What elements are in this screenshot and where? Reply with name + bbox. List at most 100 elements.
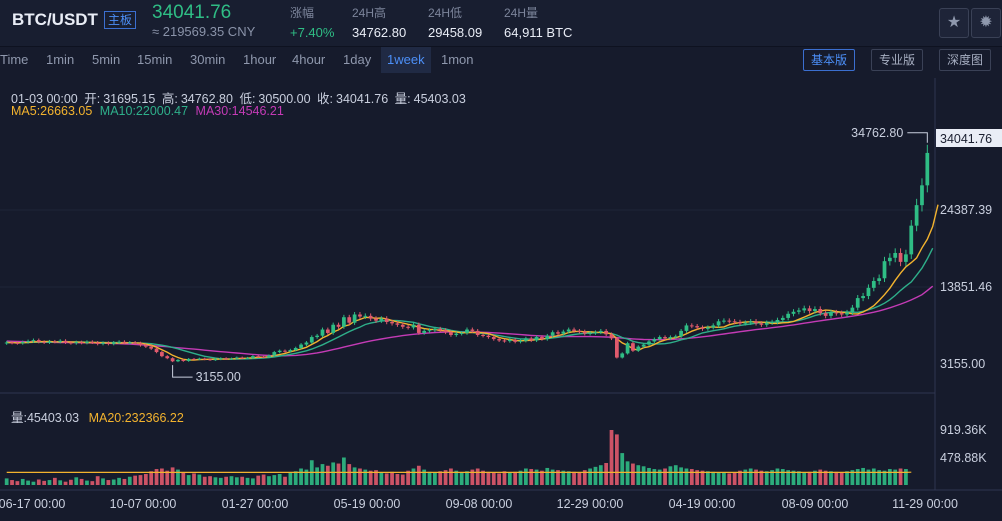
candle-body [315,335,320,338]
volume-bar [887,469,892,485]
candle-body [689,325,694,327]
ma30-value: MA30:14546.21 [195,104,284,118]
candle-body [550,332,555,336]
timeframe-30min[interactable]: 30min [190,52,226,67]
timeframe-time[interactable]: Time [0,52,29,67]
volume-bar [165,470,170,485]
candle-body [101,342,105,344]
volume-bar [133,475,138,485]
volume-bar [422,469,427,485]
candle-body [69,342,73,344]
candle-body [438,328,443,331]
candle-body [540,337,544,340]
view-depth-button[interactable]: 深度图 [939,49,992,71]
candle-body [620,353,625,358]
volume-bar [31,481,36,485]
candle-body [582,331,587,334]
candle-body [556,332,560,334]
candle-body [684,325,689,331]
candle-body [679,330,683,337]
candle-body [593,332,598,334]
star-icon[interactable]: ★ [939,8,969,38]
volume-bar [358,468,362,485]
candle-body [465,329,469,333]
stat-volume: 24H量 64,911 BTC [504,4,572,40]
candle-body [625,343,630,354]
volume-bar [368,470,373,485]
candle-body [925,152,930,186]
timeframe-1day[interactable]: 1day [343,52,372,67]
timeframe-1week[interactable]: 1week [381,47,431,73]
candle-body [117,341,121,343]
candle-body [293,347,298,351]
volume-bar [882,470,887,485]
volume-bar [85,480,89,485]
volume-bar [877,470,882,485]
ma10-path [6,247,934,360]
volume-bar [497,473,501,485]
volume-bar [743,469,748,485]
chart-grid [0,78,1002,491]
candle-body [31,340,36,342]
volume-bar [668,466,673,485]
candle-body [454,333,459,335]
ohlc-date: 01-03 00:00 [11,92,78,106]
candle-body [588,332,592,334]
timeframe-1mon[interactable]: 1mon [441,52,474,67]
volume-bar [267,476,271,485]
volume-bar [186,475,191,485]
volume-bar [657,469,662,485]
candle-body [898,252,903,262]
volume-bar [754,469,758,485]
timeframe-15min[interactable]: 15min [137,52,173,67]
candle-body [422,330,427,333]
volume-bar [529,469,534,485]
view-pro-button[interactable]: 专业版 [871,49,924,71]
settings-icon[interactable]: ✹ [971,8,1001,38]
candle-body [20,342,25,344]
timeframe-4hour[interactable]: 4hour [292,52,326,67]
ma5-line [6,204,939,361]
volume-bar [416,465,421,485]
x-tick-label: 10-07 00:00 [110,497,177,511]
candle-body [106,342,111,344]
volume-bar [443,470,448,485]
volume-bar [192,473,196,485]
volume-bar [727,473,732,485]
stat-high-value: 34762.80 [352,25,407,40]
volume-bar [293,471,298,485]
candle-body [90,341,95,343]
candle-body [887,257,892,262]
volume-bar [95,476,100,485]
volume-bar [111,479,116,485]
candle-body [336,324,341,327]
volume-bar [518,470,523,485]
candle-body [507,339,512,342]
volume-bar [197,474,202,485]
candle-body [42,341,47,343]
stat-low-label: 24H低 [428,6,463,20]
candle-body [165,356,170,359]
header-bar: BTC/USDT 主板 34041.76 ≈ 219569.35 CNY 涨幅 … [0,0,1002,47]
volume-bar [277,474,282,485]
candle-body [26,341,30,343]
candle-body [127,342,132,344]
candle-body [79,342,84,344]
ma10-line [6,247,934,360]
volume-bar [449,468,453,485]
timeframe-5min[interactable]: 5min [92,52,121,67]
candle-body [914,205,919,226]
timeframe-1min[interactable]: 1min [46,52,75,67]
candle-body [475,330,480,335]
view-basic-button[interactable]: 基本版 [803,49,856,71]
ohlc-vol: 45403.03 [413,92,466,106]
timeframe-1hour[interactable]: 1hour [243,52,277,67]
volume-bar [229,476,234,485]
candle-body [759,323,764,325]
candles [4,144,930,363]
candle-body [245,357,250,359]
volume-bar [577,472,582,485]
volume-bar [315,467,320,485]
stat-change-value: +7.40% [290,25,335,40]
